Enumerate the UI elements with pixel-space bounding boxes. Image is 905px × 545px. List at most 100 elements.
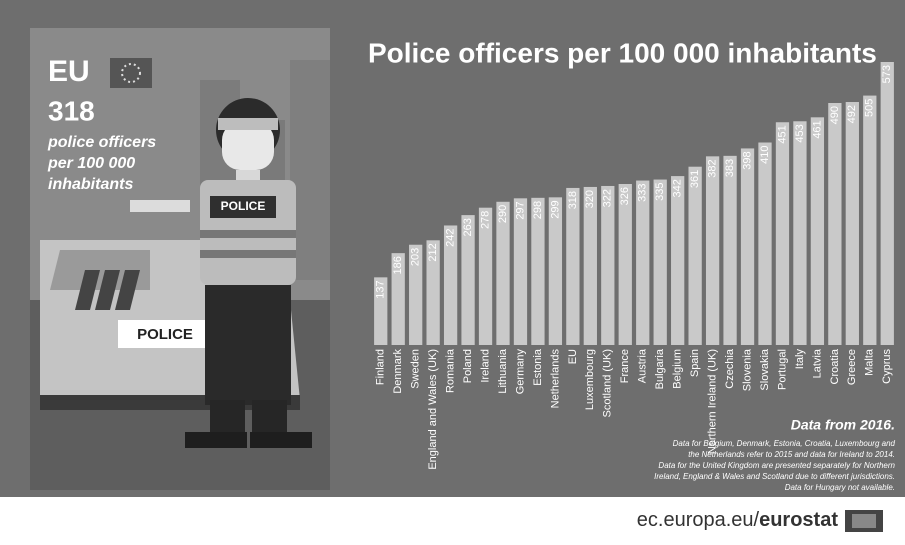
bar (636, 180, 650, 345)
x-tick-label: Romania (445, 348, 457, 393)
bar (653, 179, 667, 345)
x-tick-label: Luxembourg (584, 349, 596, 410)
bar (828, 102, 842, 346)
value-label: 382 (707, 159, 719, 177)
value-label: 335 (654, 183, 666, 201)
bar (374, 277, 388, 345)
value-label: 492 (846, 105, 858, 123)
bar (863, 95, 877, 345)
bar (548, 197, 563, 345)
x-tick-label: France (619, 349, 631, 383)
value-label: 242 (445, 228, 457, 246)
value-label: 383 (724, 159, 736, 177)
panel-region: EU (48, 55, 90, 88)
value-label: 398 (741, 151, 753, 169)
footnote-line: the Netherlands refer to 2015 and data f… (688, 450, 895, 459)
x-tick-label: Finland (375, 349, 387, 385)
value-label: 263 (462, 218, 474, 236)
value-label: 318 (567, 191, 579, 209)
x-tick-label: Portugal (776, 349, 788, 390)
footnote-line: Data for Belgium, Denmark, Estonia, Croa… (673, 439, 896, 448)
value-label: 186 (392, 256, 404, 274)
value-label: 326 (619, 187, 631, 205)
bar (531, 197, 545, 345)
car-sign: POLICE (137, 326, 193, 343)
footer-site-text: ec.europa.eu/ (637, 509, 760, 531)
bar (496, 201, 510, 345)
x-tick-label: Czechia (724, 348, 736, 389)
x-tick-label: Slovenia (741, 348, 753, 391)
x-tick-label: Greece (846, 349, 858, 385)
x-tick-label: Scotland (UK) (602, 349, 614, 417)
bar (793, 121, 807, 345)
x-tick-label: Latvia (811, 348, 823, 378)
value-label: 299 (549, 200, 561, 218)
bar (566, 187, 580, 345)
panel-label: per 100 000 (47, 155, 135, 172)
x-tick-label: Germany (514, 349, 526, 395)
bar (461, 215, 475, 345)
bar (775, 122, 790, 346)
x-tick-label: Slovakia (759, 348, 771, 390)
footnotes: Data for Belgium, Denmark, Estonia, Croa… (654, 439, 895, 492)
value-label: 322 (602, 189, 614, 207)
bar (409, 244, 423, 345)
x-tick-label: Italy (794, 349, 806, 370)
bar (426, 240, 440, 345)
chart-title: Police officers per 100 000 inhabitants (368, 37, 877, 68)
x-tick-label: Croatia (829, 348, 841, 384)
x-tick-label: Austria (637, 348, 649, 383)
bar (443, 225, 458, 345)
value-label: 212 (427, 243, 439, 261)
panel-value: 318 (48, 95, 95, 126)
value-label: 342 (672, 179, 684, 197)
panel-label: inhabitants (48, 176, 133, 193)
x-tick-label: Ireland (479, 349, 491, 383)
value-label: 573 (881, 65, 893, 83)
x-tick-label: Sweden (410, 349, 422, 389)
x-tick-label: England and Wales (UK) (427, 349, 439, 470)
bar-chart: Finland 137 Denmark 186 Sweden 203 England and… (374, 62, 894, 470)
bar (513, 198, 528, 345)
footer-brand: eurostat (759, 509, 838, 531)
bar (583, 186, 597, 345)
x-tick-label: Denmark (392, 349, 404, 394)
bar (758, 142, 772, 345)
bar (740, 148, 755, 345)
x-tick-label: Netherlands (549, 349, 561, 409)
bar (391, 253, 405, 345)
bar (618, 183, 632, 345)
bar (688, 166, 702, 345)
bar (723, 155, 737, 345)
footnote-line: Data for Hungary not available. (785, 483, 895, 492)
panel-label: police officers (47, 134, 156, 151)
value-label: 278 (479, 211, 491, 229)
value-label: 361 (689, 170, 701, 188)
x-tick-label: Belgium (672, 349, 684, 389)
footnote-heading: Data from 2016. (791, 417, 895, 433)
value-label: 137 (375, 280, 387, 298)
x-tick-label: Bulgaria (654, 348, 666, 389)
eu-logo-flag (852, 514, 876, 528)
bar (845, 102, 859, 345)
vest-sign: POLICE (221, 199, 266, 213)
footnote-line: Ireland, England & Wales and Scotland du… (654, 472, 895, 481)
x-tick-label: Poland (462, 349, 474, 383)
x-tick-label: Malta (864, 348, 876, 376)
poster: POLICE POLICE EU 318 police officers per… (30, 28, 330, 490)
x-tick-label: Northern Ireland (UK) (707, 349, 719, 454)
footnote-line: Data for the United Kingdom are presente… (658, 461, 895, 470)
value-label: 203 (410, 248, 422, 266)
x-tick-label: Lithuania (497, 348, 509, 394)
value-label: 505 (864, 99, 876, 117)
x-tick-label: Estonia (532, 348, 544, 386)
value-label: 410 (759, 146, 771, 164)
x-tick-label: EU (567, 349, 579, 364)
value-label: 298 (532, 201, 544, 219)
bar (671, 176, 685, 345)
value-label: 333 (637, 184, 649, 202)
x-tick-label: Cyprus (881, 349, 893, 384)
value-label: 453 (794, 124, 806, 142)
bar (601, 185, 615, 345)
